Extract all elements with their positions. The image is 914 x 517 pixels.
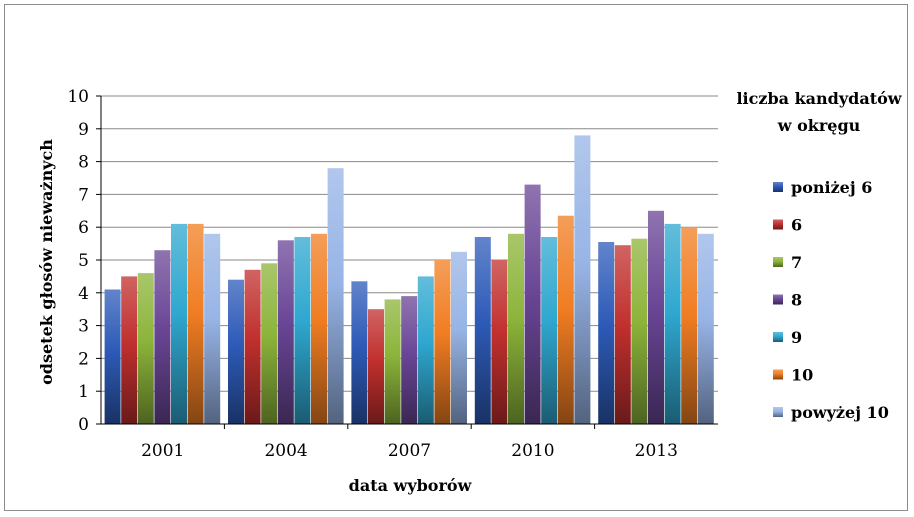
bar-2007-series-3	[384, 299, 401, 424]
x-tick-label: 2004	[264, 441, 307, 461]
y-tick-label: 1	[78, 382, 89, 402]
y-tick-label: 4	[78, 284, 89, 304]
bar-2010-series-3	[508, 233, 524, 424]
bar-2001-series-7	[204, 233, 221, 424]
legend-swatch	[773, 219, 783, 230]
bar-2007-series-6	[434, 260, 451, 424]
bar-2013-series-1	[598, 242, 615, 424]
x-tick-label: 2010	[511, 441, 554, 461]
bar-2013-series-4	[648, 210, 664, 424]
legend-swatch	[773, 294, 783, 305]
bar-2013-series-7	[697, 233, 714, 424]
bar-2004-series-3	[261, 263, 278, 424]
bar-2001-series-1	[104, 289, 121, 424]
legend-label: 7	[791, 253, 802, 272]
bar-2007-series-1	[351, 281, 368, 424]
y-tick-label: 10	[67, 87, 89, 107]
bar-2004-series-2	[244, 269, 261, 424]
legend-label: 10	[791, 366, 813, 385]
y-tick-labels: 0 1 2 3 4 5 6 7 8 9 10	[67, 87, 89, 435]
bar-2010-series-5	[541, 237, 558, 424]
bar-2004-series-6	[311, 233, 327, 424]
bar-2010-series-1	[474, 237, 491, 424]
bar-2007-series-5	[417, 276, 434, 424]
legend-label: 8	[791, 291, 802, 310]
legend-label: powyżej 10	[791, 403, 889, 422]
legend-swatch	[773, 182, 783, 192]
legend-swatch	[773, 257, 783, 267]
bar-2004-series-5	[294, 237, 311, 424]
bar-2001-series-3	[137, 273, 154, 424]
y-tick-label: 0	[78, 415, 89, 435]
legend-swatch	[773, 407, 783, 417]
bar-2013-series-3	[631, 238, 648, 424]
x-tick-label: 2001	[141, 441, 184, 461]
y-tick-label: 6	[78, 218, 89, 238]
bar-2007-series-4	[401, 296, 418, 424]
legend-label: 9	[791, 328, 802, 347]
bar-2004-series-7	[327, 168, 344, 424]
axes	[100, 96, 718, 425]
bar-2010-series-4	[524, 184, 541, 424]
legend-swatch	[773, 369, 783, 380]
bar-2007-series-7	[451, 251, 467, 424]
legend-label: poniżej 6	[791, 178, 872, 197]
legend-title-line-2: w okręgu	[777, 116, 861, 135]
bar-2010-series-2	[491, 260, 508, 424]
bar-2004-series-1	[228, 279, 244, 424]
bar-2010-series-7	[574, 135, 591, 424]
bar-2013-series-5	[664, 223, 681, 424]
x-tick-label: 2007	[388, 441, 431, 461]
bars	[104, 135, 714, 424]
y-tick-label: 5	[78, 251, 89, 271]
y-tick-label: 3	[78, 317, 89, 337]
bar-2010-series-6	[557, 215, 574, 424]
legend-title-line-1: liczba kandydatów	[736, 89, 902, 108]
y-tick-label: 9	[78, 120, 89, 140]
legend-swatch	[773, 332, 783, 342]
legend-label: 6	[791, 216, 802, 235]
y-tick-label: 2	[78, 349, 89, 369]
x-tick-label: 2013	[635, 441, 678, 461]
bar-2001-series-4	[154, 250, 171, 424]
bar-2001-series-6	[187, 223, 204, 424]
bar-2004-series-4	[277, 240, 294, 424]
bar-2013-series-6	[681, 227, 698, 424]
bar-2013-series-2	[614, 245, 631, 424]
x-tick-labels: 2001 2004 2007 2010 2013	[141, 441, 678, 461]
y-tick-label: 8	[78, 153, 89, 173]
bar-2001-series-2	[121, 276, 138, 424]
x-axis-title: data wyborów	[349, 476, 473, 495]
y-axis-title: odsetek głosów nieważnych	[37, 139, 56, 385]
y-tick-label: 7	[78, 185, 89, 205]
legend: liczba kandydatów w okręgu poniżej 6 6 7 8 9…	[736, 89, 902, 422]
bar-2001-series-5	[171, 223, 187, 424]
bar-2007-series-2	[368, 309, 384, 424]
